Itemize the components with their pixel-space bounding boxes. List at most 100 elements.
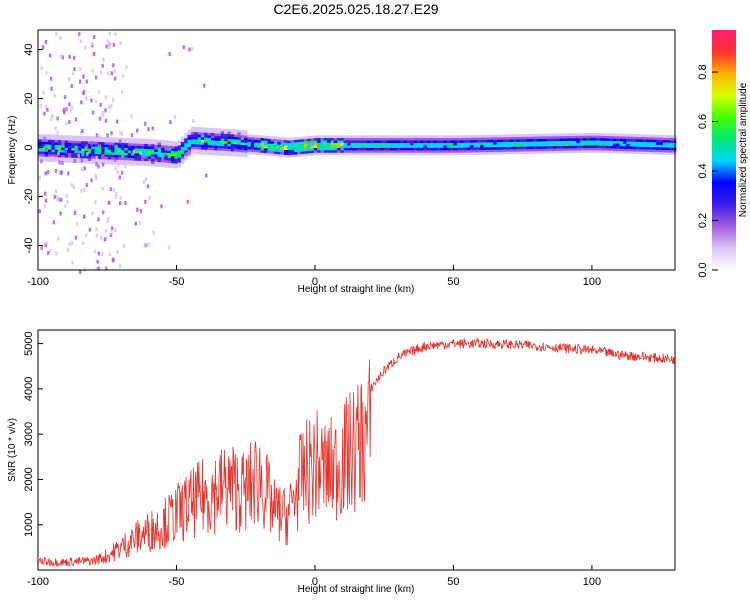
spectrogram-cell — [170, 160, 175, 164]
spectrogram-cell — [124, 155, 129, 158]
spectrogram-cell — [529, 148, 534, 152]
spectrogram-cell — [310, 135, 315, 139]
spectrogram-cell — [164, 147, 168, 151]
spectrogram-cell — [626, 148, 630, 152]
spectrogram-cell — [44, 144, 49, 147]
spectrogram-speckle — [148, 195, 151, 200]
spectrogram-cell — [254, 149, 258, 153]
spectrogram-cell — [61, 140, 65, 143]
spectrogram-cell — [579, 137, 584, 141]
spectrogram-cell — [160, 149, 165, 153]
spectrogram-cell — [659, 149, 664, 153]
spectrogram-speckle — [173, 114, 177, 119]
spectrogram-cell — [410, 152, 414, 156]
spectrogram-cell — [257, 147, 261, 151]
spectrogram-speckle — [139, 209, 143, 214]
spectrogram-cell — [41, 153, 45, 157]
spectrogram-cell — [310, 147, 315, 151]
spectrogram-cell — [353, 142, 358, 146]
spectrogram-cell — [157, 159, 162, 163]
spectrogram-cell — [609, 135, 614, 139]
spectrogram-cell — [313, 135, 318, 139]
spectrogram-cell — [659, 139, 664, 143]
spectrogram-cell — [197, 132, 202, 135]
spectrogram-cell — [41, 141, 45, 145]
spectrogram-cell — [277, 151, 281, 155]
spectrogram-cell — [573, 145, 577, 149]
spectrogram-cell — [599, 137, 604, 141]
spectrogram-cell — [406, 152, 411, 156]
spectrogram-cell — [244, 132, 248, 136]
spectrogram-speckle — [110, 71, 114, 76]
spectrogram-cell — [396, 140, 401, 143]
spectrogram-cell — [413, 135, 418, 139]
spectrogram-cell — [224, 145, 228, 149]
spectrogram-cell — [546, 133, 551, 137]
spectrogram-cell — [636, 146, 640, 150]
spectrogram-cell — [197, 136, 202, 140]
spectrogram-cell — [566, 143, 571, 146]
spectrogram-cell — [583, 142, 587, 146]
spectrogram-cell — [536, 141, 541, 144]
spectrogram-cell — [117, 157, 122, 160]
spectrogram-speckle — [124, 164, 127, 169]
spectrogram-cell — [533, 136, 537, 140]
spectrogram-cell — [197, 134, 202, 138]
spectrogram-cell — [513, 136, 517, 140]
spectrogram-cell — [94, 148, 99, 152]
spectrogram-cell — [569, 147, 574, 151]
spectrogram-cell — [563, 135, 567, 139]
spectrogram-cell — [107, 151, 112, 155]
spectrogram-cell — [430, 142, 434, 146]
spectrogram-cell — [347, 137, 351, 141]
spectrogram-cell — [44, 139, 49, 143]
spectrogram-cell — [250, 146, 255, 150]
spectrogram-cell — [184, 142, 188, 146]
spectrogram-cell — [254, 147, 258, 150]
colorbar-tick-label: 0.8 — [697, 64, 709, 79]
spectrogram-cell — [579, 147, 584, 151]
spectrogram-cell — [386, 135, 391, 139]
spectrogram-cell — [616, 133, 620, 137]
spectrogram-cell — [363, 142, 368, 146]
spectrogram-cell — [317, 150, 321, 153]
spectrogram-cell — [410, 147, 414, 151]
spectrogram-cell — [303, 153, 308, 157]
spectrogram-cell — [586, 142, 590, 146]
spectrogram-speckle — [68, 76, 71, 81]
spectrogram-cell — [543, 133, 547, 137]
spectrogram-cell — [533, 143, 537, 147]
spectrogram-cell — [200, 127, 205, 131]
spectrogram-speckle — [99, 70, 103, 75]
spectrogram-cell — [476, 134, 481, 138]
spectrogram-cell — [380, 152, 384, 156]
spectrogram-cell — [114, 161, 119, 165]
spectrogram-speckle — [101, 162, 105, 167]
spectrogram-cell — [453, 150, 458, 153]
spectrogram-cell — [516, 139, 521, 142]
spectrogram-speckle — [95, 162, 98, 167]
spectrogram-cell — [300, 148, 305, 152]
spectrogram-cell — [257, 140, 261, 143]
spectrogram-cell — [593, 137, 597, 141]
spectrogram-cell — [622, 141, 627, 144]
spectrogram-cell — [290, 139, 295, 143]
spectrogram-cell — [586, 145, 590, 148]
spectrogram-cell — [553, 135, 557, 139]
spectrogram-cell — [214, 147, 218, 151]
spectrogram-cell — [87, 143, 92, 147]
spectrogram-cell — [536, 143, 541, 147]
spectrogram-cell — [200, 142, 205, 145]
spectrogram-speckle — [202, 83, 206, 88]
spectrogram-cell — [200, 146, 205, 150]
spectrogram-speckle — [94, 99, 98, 104]
spectrogram-cell — [420, 150, 424, 153]
spectrogram-cell — [267, 148, 271, 151]
spectrogram-cell — [267, 150, 271, 154]
spectrogram-cell — [74, 145, 79, 149]
spectrogram-cell — [543, 148, 547, 152]
spectrogram-cell — [240, 149, 245, 153]
spectrogram-cell — [147, 153, 152, 157]
spectrogram-cell — [320, 142, 325, 146]
spectrogram-cell — [54, 137, 59, 141]
